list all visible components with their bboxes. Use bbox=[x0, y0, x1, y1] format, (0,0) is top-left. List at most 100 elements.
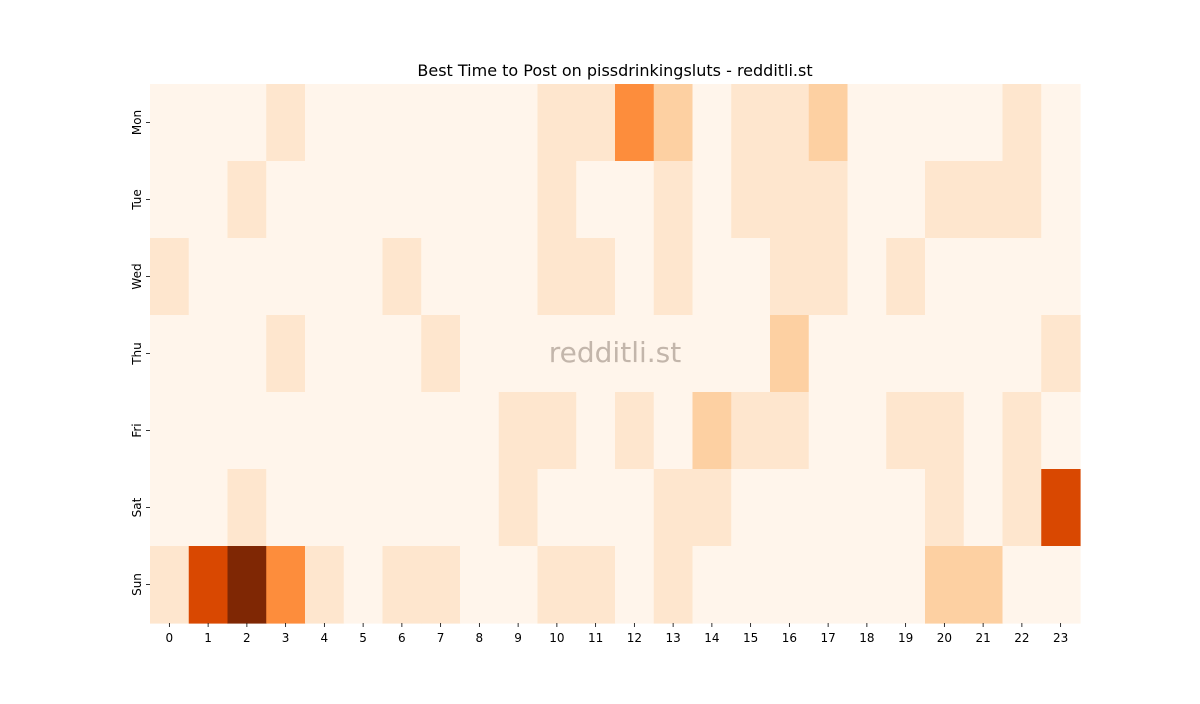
heatmap-cell-mon-21 bbox=[963, 84, 1004, 162]
heatmap-cell-mon-1 bbox=[188, 84, 229, 162]
heatmap-cell-wed-8 bbox=[460, 238, 500, 316]
heatmap-cell-fri-12 bbox=[615, 392, 655, 470]
heatmap-cell-tue-20 bbox=[925, 161, 965, 239]
heatmap-cell-thu-13 bbox=[653, 315, 694, 393]
heatmap-cell-mon-16 bbox=[770, 84, 810, 162]
heatmap-cell-fri-11 bbox=[576, 392, 616, 470]
heatmap-cell-thu-2 bbox=[227, 315, 267, 393]
x-axis: 0 1 2 3 4 5 6 7 8 9 10 11 12 13 14 15 16 17 18 19 20 21 22 23 bbox=[166, 623, 1068, 645]
heatmap-cell-wed-13 bbox=[653, 238, 694, 316]
heatmap-cell-thu-5 bbox=[343, 315, 384, 393]
heatmap-cell-fri-1 bbox=[188, 392, 229, 470]
heatmap-cell-mon-4 bbox=[305, 84, 345, 162]
heatmap-cell-sun-13 bbox=[653, 546, 694, 624]
heatmap-cell-thu-1 bbox=[188, 315, 229, 393]
watermark-text: redditli.st bbox=[549, 336, 681, 369]
heatmap-cell-mon-14 bbox=[692, 84, 732, 162]
heatmap-cell-mon-18 bbox=[847, 84, 887, 162]
heatmap-cell-mon-5 bbox=[343, 84, 384, 162]
x-tick-label: 8 bbox=[476, 631, 484, 645]
heatmap-cell-mon-2 bbox=[227, 84, 267, 162]
heatmap-cell-sat-15 bbox=[731, 469, 771, 547]
x-tick-label: 6 bbox=[398, 631, 406, 645]
heatmap-cell-tue-11 bbox=[576, 161, 616, 239]
heatmap-cell-sat-10 bbox=[537, 469, 577, 547]
heatmap-cell-tue-2 bbox=[227, 161, 267, 239]
heatmap-cell-fri-8 bbox=[460, 392, 500, 470]
heatmap-cell-sun-8 bbox=[460, 546, 500, 624]
heatmap-cell-sun-2 bbox=[227, 546, 267, 624]
heatmap-cell-sun-20 bbox=[925, 546, 965, 624]
heatmap-cell-sun-19 bbox=[886, 546, 926, 624]
heatmap-cell-sun-23 bbox=[1041, 546, 1081, 624]
heatmap-cell-sat-5 bbox=[343, 469, 384, 547]
x-tick-label: 20 bbox=[937, 631, 952, 645]
heatmap-cell-mon-6 bbox=[382, 84, 422, 162]
x-tick-label: 16 bbox=[782, 631, 797, 645]
heatmap-cell-tue-23 bbox=[1041, 161, 1081, 239]
heatmap-cell-thu-11 bbox=[576, 315, 616, 393]
heatmap-cell-wed-17 bbox=[808, 238, 849, 316]
heatmap-cell-thu-12 bbox=[615, 315, 655, 393]
heatmap-cell-sun-14 bbox=[692, 546, 732, 624]
heatmap-cell-wed-10 bbox=[537, 238, 577, 316]
chart-title: Best Time to Post on pissdrinkingsluts -… bbox=[417, 61, 812, 80]
x-tick-label: 1 bbox=[204, 631, 212, 645]
heatmap-cell-tue-9 bbox=[498, 161, 539, 239]
x-tick-label: 18 bbox=[859, 631, 874, 645]
heatmap-cell-thu-15 bbox=[731, 315, 771, 393]
heatmap-cell-tue-13 bbox=[653, 161, 694, 239]
heatmap-cell-fri-14 bbox=[692, 392, 732, 470]
heatmap-cell-mon-19 bbox=[886, 84, 926, 162]
heatmap-cell-mon-9 bbox=[498, 84, 539, 162]
heatmap-cell-tue-8 bbox=[460, 161, 500, 239]
heatmap-cell-wed-15 bbox=[731, 238, 771, 316]
heatmap-cell-sat-22 bbox=[1002, 469, 1042, 547]
heatmap-cell-tue-17 bbox=[808, 161, 849, 239]
heatmap-cell-tue-0 bbox=[150, 161, 190, 239]
heatmap-cell-fri-0 bbox=[150, 392, 190, 470]
heatmap-cell-tue-7 bbox=[421, 161, 461, 239]
x-tick-label: 22 bbox=[1014, 631, 1029, 645]
heatmap-cell-thu-20 bbox=[925, 315, 965, 393]
heatmap-cell-tue-19 bbox=[886, 161, 926, 239]
heatmap-cell-thu-23 bbox=[1041, 315, 1081, 393]
heatmap-cell-fri-16 bbox=[770, 392, 810, 470]
heatmap-cell-sat-20 bbox=[925, 469, 965, 547]
y-tick-label: Fri bbox=[130, 423, 144, 437]
heatmap-cell-wed-23 bbox=[1041, 238, 1081, 316]
heatmap-cell-sat-7 bbox=[421, 469, 461, 547]
heatmap-cell-wed-19 bbox=[886, 238, 926, 316]
heatmap-cell-sun-12 bbox=[615, 546, 655, 624]
heatmap-cell-thu-3 bbox=[266, 315, 306, 393]
y-tick-label: Wed bbox=[130, 263, 144, 289]
heatmap-cell-wed-3 bbox=[266, 238, 306, 316]
heatmap-cell-sat-6 bbox=[382, 469, 422, 547]
heatmap-cell-sat-19 bbox=[886, 469, 926, 547]
heatmap-cell-mon-23 bbox=[1041, 84, 1081, 162]
heatmap-cell-sun-21 bbox=[963, 546, 1004, 624]
heatmap-cell-wed-6 bbox=[382, 238, 422, 316]
heatmap-cell-sat-9 bbox=[498, 469, 539, 547]
heatmap-cell-thu-10 bbox=[537, 315, 577, 393]
heatmap-cell-wed-1 bbox=[188, 238, 229, 316]
heatmap-cell-sat-11 bbox=[576, 469, 616, 547]
heatmap-cell-sun-6 bbox=[382, 546, 422, 624]
heatmap-cell-tue-21 bbox=[963, 161, 1004, 239]
heatmap-cell-sun-15 bbox=[731, 546, 771, 624]
heatmap-cell-thu-7 bbox=[421, 315, 461, 393]
y-tick-label: Mon bbox=[130, 110, 144, 135]
heatmap-cell-thu-16 bbox=[770, 315, 810, 393]
heatmap-cell-sun-9 bbox=[498, 546, 539, 624]
x-tick-label: 13 bbox=[665, 631, 680, 645]
heatmap-cell-sat-14 bbox=[692, 469, 732, 547]
heatmap-cell-fri-19 bbox=[886, 392, 926, 470]
heatmap-cell-wed-14 bbox=[692, 238, 732, 316]
x-tick-label: 15 bbox=[743, 631, 758, 645]
heatmap-cell-mon-3 bbox=[266, 84, 306, 162]
heatmap-cell-sun-22 bbox=[1002, 546, 1042, 624]
heatmap-cell-mon-7 bbox=[421, 84, 461, 162]
y-axis: Mon Tue Wed Thu Fri Sat Sun bbox=[130, 110, 150, 596]
heatmap-cell-fri-13 bbox=[653, 392, 694, 470]
heatmap-cell-fri-22 bbox=[1002, 392, 1042, 470]
